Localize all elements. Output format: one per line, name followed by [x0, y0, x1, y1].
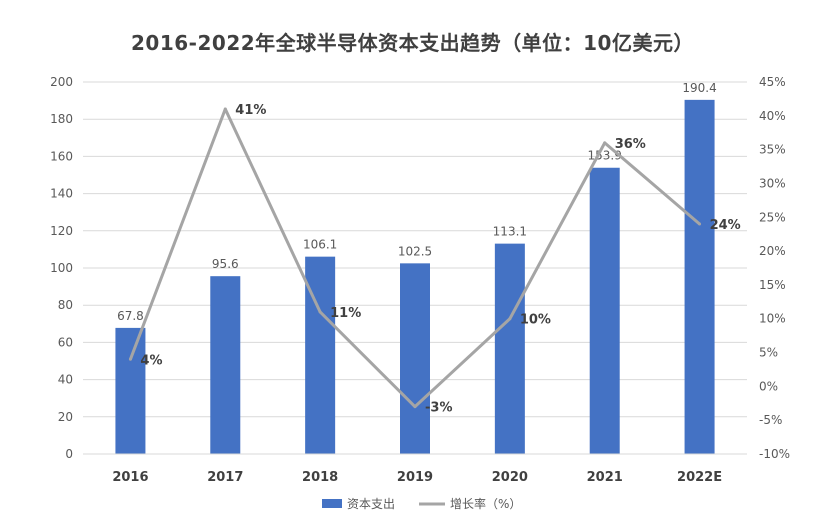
line-point — [413, 405, 417, 409]
x-category-label: 2020 — [492, 470, 528, 485]
y-right-tick-label: 5% — [759, 346, 778, 360]
x-category-label: 2019 — [397, 470, 433, 485]
bar-value-label: 190.4 — [682, 81, 716, 95]
y-left-tick-label: 20 — [58, 410, 73, 424]
y-left-tick-label: 40 — [58, 373, 73, 387]
line-value-label: 4% — [140, 353, 162, 368]
x-category-label: 2022E — [677, 470, 722, 485]
x-axis: 2016 2017 2018 2019 2020 2021 2022E — [83, 453, 747, 485]
line-point — [223, 107, 227, 111]
bar — [589, 167, 620, 454]
line-value-label: 24% — [710, 218, 741, 233]
x-category-label: 2016 — [112, 470, 148, 485]
y-right-tick-label: -10% — [759, 447, 790, 461]
y-left-tick-label: 60 — [58, 335, 73, 349]
y-right-tick-label: 10% — [759, 312, 786, 326]
legend-bar-label: 资本支出 — [347, 497, 395, 511]
legend-bar-swatch — [322, 499, 342, 508]
line-point — [603, 141, 607, 145]
bar-series — [115, 99, 715, 454]
y-left-tick-label: 160 — [50, 149, 73, 163]
bar-value-label: 106.1 — [303, 238, 337, 252]
bar — [115, 327, 146, 454]
chart-title: 2016-2022年全球半导体资本支出趋势（单位：10亿美元） — [131, 31, 694, 55]
line-value-label: 36% — [615, 137, 646, 152]
y-left-tick-label: 120 — [50, 224, 73, 238]
line-value-label: -3% — [425, 401, 452, 416]
line-point — [128, 357, 132, 361]
y-left-tick-label: 80 — [58, 298, 73, 312]
y-left-tick-label: 180 — [50, 112, 73, 126]
line-point — [508, 317, 512, 321]
y-left-tick-label: 0 — [65, 447, 73, 461]
y-right-tick-label: 0% — [759, 379, 778, 393]
y-right-tick-label: 45% — [759, 75, 786, 89]
y-right-tick-label: 30% — [759, 176, 786, 190]
bar-value-label: 67.8 — [117, 309, 144, 323]
x-category-label: 2021 — [587, 470, 623, 485]
line-value-labels: 4% 41% 11% -3% 10% 36% 24% — [140, 103, 740, 416]
line-value-label: 41% — [235, 103, 266, 118]
y-right-tick-label: 40% — [759, 109, 786, 123]
bar-value-label: 102.5 — [398, 244, 432, 258]
bar — [684, 99, 715, 454]
legend: 资本支出 增长率（%） — [322, 496, 521, 511]
line-point — [698, 222, 702, 226]
line-value-label: 10% — [520, 313, 551, 328]
bar — [494, 243, 525, 454]
y-left-tick-label: 140 — [50, 187, 73, 201]
y-left-tick-label: 100 — [50, 261, 73, 275]
y-axis-right: -10% -5% 0% 5% 10% 15% 20% 25% 30% 35% 40% 45% — [759, 75, 790, 461]
y-right-tick-label: 15% — [759, 278, 786, 292]
x-category-label: 2017 — [207, 470, 243, 485]
x-category-label: 2018 — [302, 470, 338, 485]
y-right-tick-label: 20% — [759, 244, 786, 258]
line-value-label: 11% — [330, 306, 361, 321]
bar-value-label: 113.1 — [493, 225, 527, 239]
y-right-tick-label: 35% — [759, 143, 786, 157]
y-left-tick-label: 200 — [50, 75, 73, 89]
y-axis-left: 0 20 40 60 80 100 120 140 160 180 200 — [50, 75, 73, 461]
bar — [400, 263, 430, 454]
legend-line-label: 增长率（%） — [450, 496, 521, 511]
y-right-tick-label: 25% — [759, 210, 786, 224]
bar — [210, 276, 241, 454]
bar-value-label: 95.6 — [212, 257, 239, 271]
line-point — [318, 310, 322, 314]
line-series — [128, 107, 702, 409]
y-right-tick-label: -5% — [759, 413, 782, 427]
